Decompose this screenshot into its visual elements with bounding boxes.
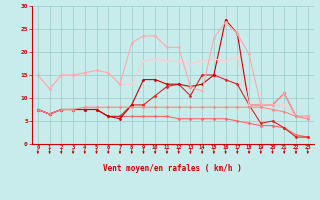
X-axis label: Vent moyen/en rafales ( km/h ): Vent moyen/en rafales ( km/h ) [103,164,242,173]
